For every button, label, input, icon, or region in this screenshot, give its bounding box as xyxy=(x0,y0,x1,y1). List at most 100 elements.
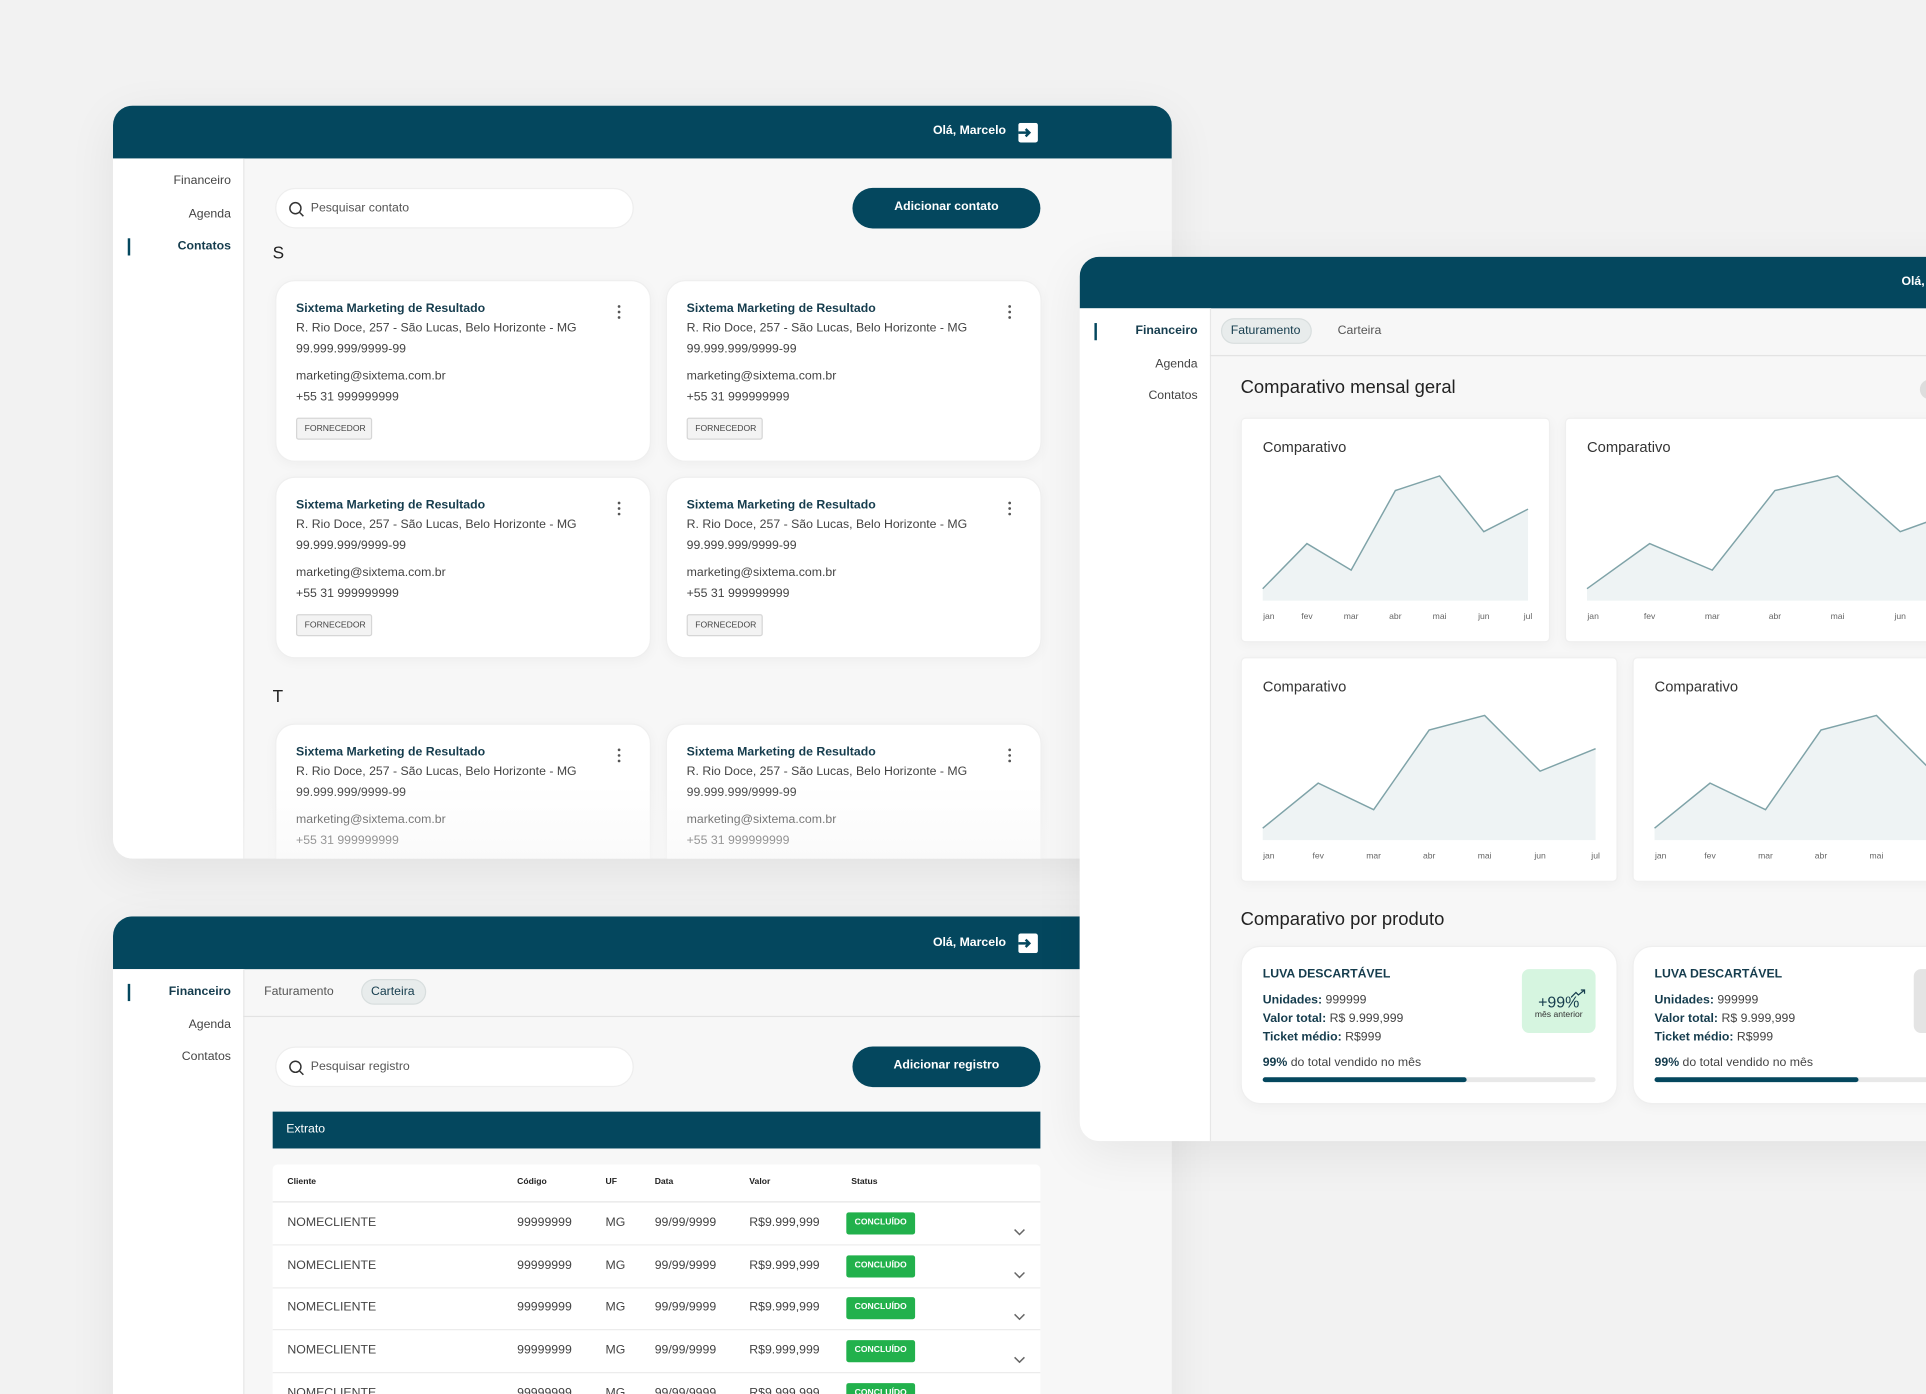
search-box[interactable]: Pesquisar registro xyxy=(275,1046,634,1088)
sidebar: Financeiro Agenda Contatos xyxy=(1079,308,1212,1142)
dot xyxy=(617,512,621,516)
table-cell: 99999999 xyxy=(517,1216,572,1230)
app-window: Financeiro Agenda Contatos Olá, Marcelo Fatu… xyxy=(1079,256,1926,1142)
contact-card[interactable]: Sixtema Marketing de Resultado R. Rio Doc… xyxy=(275,280,652,462)
row-expand[interactable] xyxy=(1013,1348,1025,1364)
product-share: 99% do total vendido no mês xyxy=(1655,1056,1813,1071)
more-menu[interactable] xyxy=(1007,747,1012,763)
contact-name: Sixtema Marketing de Resultado xyxy=(296,745,486,760)
product-ticket-value: R$999 xyxy=(1736,1030,1774,1045)
status-badge: CONCLUÍDO xyxy=(846,1212,916,1235)
tab[interactable]: Carteira xyxy=(370,985,415,999)
progress-fill xyxy=(1262,1077,1467,1083)
area-fill xyxy=(1262,715,1596,841)
more-menu[interactable] xyxy=(617,303,622,319)
tab[interactable]: Carteira xyxy=(1337,324,1382,338)
button-label: Adicionar contato xyxy=(894,200,999,214)
primary-button[interactable]: Adicionar registro xyxy=(852,1046,1041,1088)
nav-item[interactable]: Financeiro xyxy=(168,985,231,999)
x-tick-label: abr xyxy=(1389,611,1402,621)
nav-item[interactable]: Financeiro xyxy=(173,174,231,188)
area-line xyxy=(1586,475,1926,590)
more-menu[interactable] xyxy=(1007,500,1012,516)
contact-document: 99.999.999/9999-99 xyxy=(296,342,406,357)
status-label: CONCLUÍDO xyxy=(854,1260,907,1270)
icon-arrow xyxy=(1018,938,1032,948)
icon-arrow xyxy=(1018,128,1032,138)
more-menu[interactable] xyxy=(1007,303,1012,319)
tab[interactable]: Faturamento xyxy=(1230,324,1301,338)
product-ticket-value: R$999 xyxy=(1345,1030,1382,1045)
logout-icon[interactable] xyxy=(1018,933,1038,954)
status-label: CONCLUÍDO xyxy=(854,1218,907,1227)
more-menu[interactable] xyxy=(617,500,622,516)
area-line xyxy=(1654,714,1926,829)
product-ticket: Ticket médio: R$999 xyxy=(1655,1031,1774,1046)
table-cell: NOMECLIENTE xyxy=(287,1343,377,1358)
table-cell: MG xyxy=(605,1386,626,1394)
header-divider xyxy=(272,1201,1041,1203)
tab[interactable]: Faturamento xyxy=(264,985,334,999)
nav-item[interactable]: Financeiro xyxy=(1135,324,1198,338)
contact-email: marketing@sixtema.com.br xyxy=(686,369,837,384)
nav-item[interactable]: Contatos xyxy=(177,239,231,254)
table-cell: R$9.999,999 xyxy=(749,1343,820,1358)
badge-value: +99% xyxy=(1914,993,1926,1012)
contact-card[interactable]: Sixtema Marketing de Resultado R. Rio Doc… xyxy=(665,476,1042,659)
contact-address: R. Rio Doce, 257 - São Lucas, Belo Horiz… xyxy=(686,518,968,532)
status-label: CONCLUÍDO xyxy=(854,1303,907,1313)
x-tick-label: jun xyxy=(1477,611,1490,621)
x-tick-label: fev xyxy=(1301,611,1313,621)
product-ticket-label: Ticket médio: xyxy=(1654,1030,1734,1045)
group-letter: T xyxy=(272,686,284,706)
x-tick-label: mar xyxy=(1705,611,1720,621)
column-header: Código xyxy=(517,1177,547,1187)
row-expand[interactable] xyxy=(1013,1305,1025,1321)
nav-item[interactable]: Agenda xyxy=(188,1017,231,1032)
dot xyxy=(617,754,621,757)
search-box[interactable]: Pesquisar contato xyxy=(275,187,634,229)
tab-active-bg xyxy=(361,978,427,1005)
icon-handle xyxy=(299,211,304,217)
table-cell: 99/99/9999 xyxy=(654,1258,717,1273)
more-menu[interactable] xyxy=(617,747,622,763)
dots-glyph xyxy=(617,748,621,763)
row-expand[interactable] xyxy=(1013,1220,1025,1236)
row-expand[interactable] xyxy=(1013,1262,1025,1279)
badge-value: +99% xyxy=(1538,992,1580,1012)
nav-active-indicator xyxy=(1094,323,1097,341)
x-tick-label: fev xyxy=(1704,851,1716,861)
chart-title: Comparativo xyxy=(1262,677,1347,695)
column-header: UF xyxy=(605,1177,618,1187)
contact-address: R. Rio Doce, 257 - São Lucas, Belo Horiz… xyxy=(296,518,577,532)
button-label: Adicionar registro xyxy=(893,1058,1000,1073)
contact-card[interactable]: Sixtema Marketing de Resultado R. Rio Doc… xyxy=(275,476,652,659)
trend-path xyxy=(1570,989,1586,998)
dot xyxy=(1008,759,1012,763)
row-expand[interactable] xyxy=(1013,1390,1025,1394)
product-share-label: 99% xyxy=(1262,1056,1288,1070)
chevron-glyph xyxy=(1014,1314,1025,1321)
contact-email: marketing@sixtema.com.br xyxy=(296,369,446,384)
product-ticket-label: Ticket médio: xyxy=(1262,1030,1342,1045)
nav-item[interactable]: Contatos xyxy=(1148,389,1198,403)
toggle[interactable] xyxy=(1919,379,1926,400)
table-cell: 99/99/9999 xyxy=(654,1216,717,1230)
table-cell: MG xyxy=(605,1258,626,1273)
dots-glyph xyxy=(617,305,621,319)
bottom-fade xyxy=(243,784,1172,859)
product-total: Valor total: R$ 9.999,999 xyxy=(1263,1012,1404,1027)
status-badge: CONCLUÍDO xyxy=(846,1297,916,1320)
nav-item[interactable]: Agenda xyxy=(188,206,231,221)
product-share-value: do total vendido no mês xyxy=(1682,1056,1813,1070)
logout-icon[interactable] xyxy=(1018,122,1038,143)
nav-item[interactable]: Agenda xyxy=(1155,356,1198,371)
contact-card[interactable]: Sixtema Marketing de Resultado R. Rio Doc… xyxy=(665,280,1042,462)
x-tick-label: mar xyxy=(1366,851,1381,861)
nav-item[interactable]: Contatos xyxy=(181,1050,231,1064)
status-label: CONCLUÍDO xyxy=(854,1388,907,1394)
primary-button[interactable]: Adicionar contato xyxy=(852,187,1041,229)
